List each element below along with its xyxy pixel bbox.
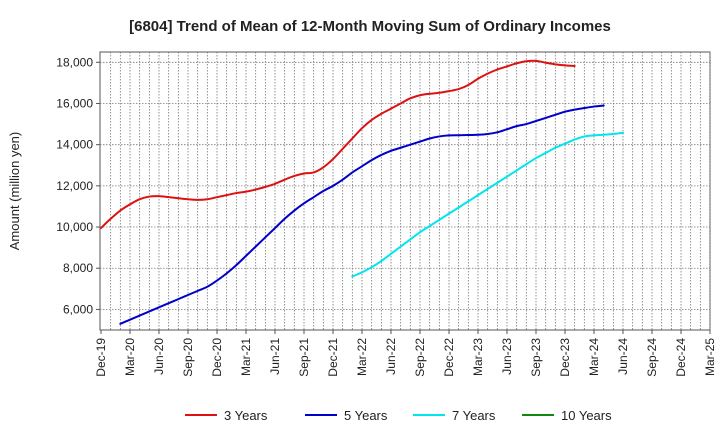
x-tick-label: Mar-21 — [239, 338, 253, 376]
y-tick-label: 16,000 — [56, 96, 93, 110]
x-tick-label: Mar-23 — [471, 338, 485, 376]
x-tick-label: Dec-23 — [558, 338, 572, 377]
y-tick-label: 10,000 — [56, 220, 93, 234]
y-tick-label: 14,000 — [56, 138, 93, 152]
x-axis-ticks: Dec-19 Mar-20 Jun-20 Sep-20 Dec-20 Mar-21 Jun-… — [94, 330, 717, 377]
y-tick-label: 8,000 — [63, 261, 93, 275]
x-tick-label: Jun-23 — [500, 338, 514, 375]
y-axis-label: Amount (million yen) — [7, 132, 22, 251]
x-tick-label: Dec-24 — [674, 338, 688, 377]
x-tick-label: Jun-24 — [616, 338, 630, 375]
legend-label: 10 Years — [561, 408, 612, 423]
x-tick-label: Sep-22 — [413, 338, 427, 377]
x-tick-label: Jun-22 — [384, 338, 398, 375]
legend-label: 7 Years — [452, 408, 496, 423]
x-tick-label: Dec-22 — [442, 338, 456, 377]
x-tick-label: Sep-23 — [529, 338, 543, 377]
y-tick-label: 6,000 — [63, 302, 93, 316]
legend: 3 Years 5 Years 7 Years 10 Years — [185, 408, 612, 423]
chart-title: [6804] Trend of Mean of 12-Month Moving … — [129, 18, 611, 35]
x-tick-label: Dec-19 — [94, 338, 108, 377]
y-tick-label: 12,000 — [56, 179, 93, 193]
plot-area — [99, 51, 711, 331]
x-tick-label: Dec-21 — [326, 338, 340, 377]
legend-label: 5 Years — [344, 408, 388, 423]
series-line-5-years — [119, 104, 605, 325]
grid-lines — [100, 52, 711, 330]
x-tick-label: Mar-22 — [355, 338, 369, 376]
y-tick-label: 18,000 — [56, 55, 93, 69]
y-axis-ticks: 6,000 8,000 10,000 12,000 14,000 16,000 18,000 — [56, 55, 100, 316]
x-tick-label: Mar-25 — [703, 338, 717, 376]
x-tick-label: Sep-20 — [181, 338, 195, 377]
x-tick-label: Mar-20 — [123, 338, 137, 376]
x-tick-label: Jun-20 — [152, 338, 166, 375]
x-tick-label: Sep-21 — [297, 338, 311, 377]
series-lines — [100, 59, 624, 325]
series-line-7-years — [351, 131, 624, 278]
x-tick-label: Mar-24 — [587, 338, 601, 376]
x-tick-label: Jun-21 — [268, 338, 282, 375]
series-line-3-years — [100, 59, 576, 230]
legend-label: 3 Years — [224, 408, 268, 423]
x-tick-label: Dec-20 — [210, 338, 224, 377]
x-tick-label: Sep-24 — [645, 338, 659, 377]
